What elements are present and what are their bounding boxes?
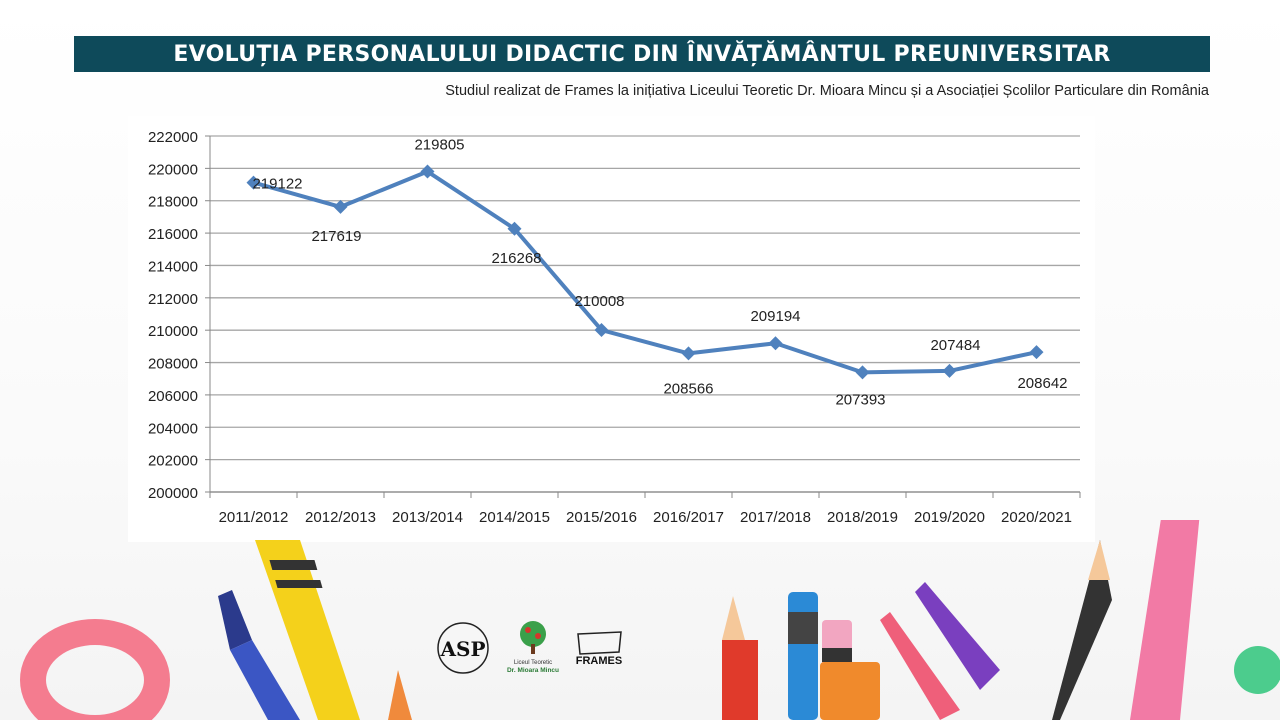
page-title: EVOLUȚIA PERSONALULUI DIDACTIC DIN ÎNVĂȚ… [173, 41, 1111, 67]
title-bar: EVOLUȚIA PERSONALULUI DIDACTIC DIN ÎNVĂȚ… [74, 36, 1210, 72]
y-tick-label: 222000 [148, 129, 198, 146]
data-point [1029, 345, 1044, 360]
y-tick-label: 200000 [148, 485, 198, 502]
partner-logos: ASP Liceul Teoretic Dr. Mioara Mincu FRA… [437, 621, 622, 674]
x-tick-label: 2019/2020 [914, 509, 985, 526]
red-pencil [722, 596, 758, 720]
subtitle: Studiul realizat de Frames la inițiativa… [445, 83, 1209, 99]
red-crayon [1130, 520, 1200, 720]
data-label: 210008 [574, 293, 624, 310]
eraser-ring [20, 619, 170, 720]
x-tick-label: 2011/2012 [219, 509, 289, 526]
data-point [855, 365, 870, 380]
y-tick-label: 204000 [148, 420, 198, 437]
y-tick-label: 218000 [148, 194, 198, 211]
school-supplies-decoration [20, 520, 1280, 720]
data-point [942, 363, 957, 378]
yellow-crayon [255, 540, 360, 720]
data-label: 217619 [311, 228, 361, 245]
series-line [252, 169, 1037, 375]
orange-pencil-left [388, 670, 412, 720]
purple-pencil [915, 582, 1000, 690]
asp-logo-text: ASP [440, 637, 486, 661]
y-tick-label: 214000 [148, 258, 198, 275]
data-label: 216268 [491, 250, 541, 267]
x-tick-label: 2014/2015 [479, 509, 550, 526]
data-label: 209194 [750, 308, 800, 325]
data-point [507, 221, 522, 236]
data-label: 208566 [663, 380, 713, 397]
y-tick-label: 216000 [148, 226, 198, 243]
x-tick-label: 2020/2021 [1001, 509, 1072, 526]
chart-card: 200000 202000 204000 206000 208000 210000 2120… [128, 116, 1095, 542]
x-tick-label: 2017/2018 [740, 509, 811, 526]
frames-logo: FRAMES [576, 631, 622, 667]
liceu-logo: Liceul Teoretic Dr. Mioara Mincu [507, 621, 559, 674]
x-tick-label: 2013/2014 [392, 509, 463, 526]
data-label: 219122 [252, 176, 302, 193]
blue-crayon [218, 590, 300, 720]
green-sharpener [1234, 646, 1280, 694]
data-point [420, 164, 435, 179]
x-tick-label: 2015/2016 [566, 509, 637, 526]
data-point [768, 336, 783, 351]
x-tick-label: 2018/2019 [827, 509, 898, 526]
blue-marker [788, 592, 818, 720]
y-tick-label: 212000 [148, 291, 198, 308]
data-label: 207393 [835, 391, 885, 408]
liceu-logo-line1: Liceul Teoretic [514, 660, 552, 666]
line-chart: 200000 202000 204000 206000 208000 210000 2120… [148, 129, 1081, 526]
x-tick-label: 2012/2013 [305, 509, 376, 526]
x-tick-label: 2016/2017 [653, 509, 724, 526]
asp-logo: ASP [437, 622, 489, 674]
data-label: 219805 [414, 137, 464, 154]
data-point [594, 323, 609, 338]
y-tick-label: 220000 [148, 161, 198, 178]
y-tick-label: 206000 [148, 388, 198, 405]
y-tick-label: 208000 [148, 356, 198, 373]
data-label: 207484 [930, 337, 980, 354]
data-label: 208642 [1017, 375, 1067, 392]
pink-pencil [880, 612, 960, 720]
data-point [246, 175, 261, 190]
y-tick-label: 202000 [148, 453, 198, 470]
liceu-logo-line2: Dr. Mioara Mincu [507, 667, 559, 674]
data-point [333, 199, 348, 214]
black-pencil [1052, 540, 1112, 720]
frames-logo-text: FRAMES [576, 655, 622, 667]
data-point [681, 346, 696, 361]
y-tick-label: 210000 [148, 323, 198, 340]
orange-marker [820, 662, 880, 720]
